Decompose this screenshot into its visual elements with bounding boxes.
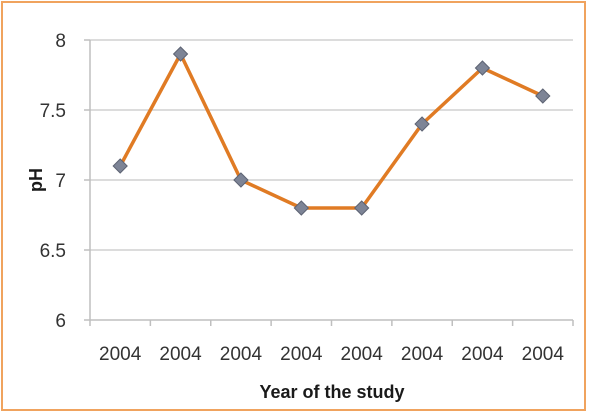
y-tick-label: 6	[55, 311, 66, 332]
y-tick-label: 6.5	[40, 241, 66, 262]
data-point	[414, 116, 430, 132]
data-point	[293, 200, 310, 216]
y-axis-title: pH	[26, 168, 46, 192]
series-line	[118, 52, 544, 210]
x-tick-label: 2004	[220, 344, 263, 365]
data-series	[112, 46, 551, 216]
x-axis-title: Year of the study	[259, 382, 404, 402]
data-point	[535, 88, 551, 104]
x-tick-label: 2004	[461, 344, 504, 365]
y-tick-labels: 6 6.5 7 7.5 8	[40, 31, 66, 332]
data-point	[233, 172, 249, 188]
axes	[89, 40, 574, 326]
x-tick-label: 2004	[280, 344, 323, 365]
y-tick-label: 7.5	[40, 101, 66, 122]
x-tick-labels: 2004 2004 2004 2004 2004 2004 2004 2004	[99, 344, 564, 365]
x-tick-label: 2004	[401, 344, 444, 365]
y-tick-label: 7	[55, 171, 66, 192]
data-point	[172, 46, 189, 62]
data-point	[353, 200, 370, 216]
x-tick-label: 2004	[99, 344, 142, 365]
x-tick-label: 2004	[159, 344, 202, 365]
data-point	[112, 158, 128, 174]
gridlines	[84, 39, 573, 321]
y-tick-label: 8	[55, 31, 66, 52]
data-point	[474, 60, 491, 76]
x-tick-label: 2004	[341, 344, 384, 365]
x-tick-label: 2004	[522, 344, 565, 365]
